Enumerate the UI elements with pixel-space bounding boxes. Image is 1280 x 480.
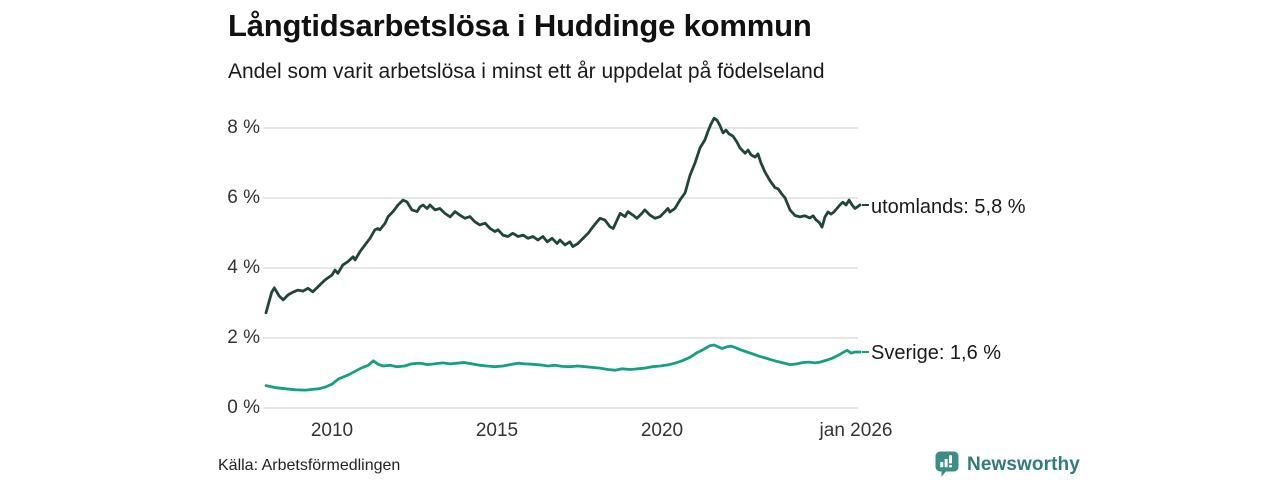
x-axis-tick: jan 2026 [819, 420, 893, 441]
y-axis-tick: 4 % [227, 257, 260, 278]
brand-name: Newsworthy [967, 453, 1080, 475]
series-label-sverige: Sverige: 1,6 % [871, 342, 1002, 364]
y-axis-tick: 6 % [227, 187, 260, 208]
newsworthy-logo-icon [935, 451, 960, 478]
page-title: Långtidsarbetslösa i Huddinge kommun [228, 8, 812, 43]
brand-logo: Newsworthy [935, 451, 1080, 478]
series-label-utomlands: utomlands: 5,8 % [871, 196, 1026, 218]
series-line-sverige [264, 343, 862, 392]
x-axis-tick: 2020 [640, 420, 684, 441]
y-axis-tick: 8 % [227, 117, 260, 138]
x-axis-tick: 2015 [475, 420, 519, 441]
y-axis-tick: 2 % [227, 327, 260, 348]
chart-subtitle: Andel som varit arbetslösa i minst ett å… [228, 60, 825, 83]
x-axis-tick: 2010 [310, 420, 354, 441]
series-line-utomlands [264, 116, 862, 315]
source-note: Källa: Arbetsförmedlingen [218, 457, 401, 474]
y-axis-tick: 0 % [227, 397, 260, 418]
